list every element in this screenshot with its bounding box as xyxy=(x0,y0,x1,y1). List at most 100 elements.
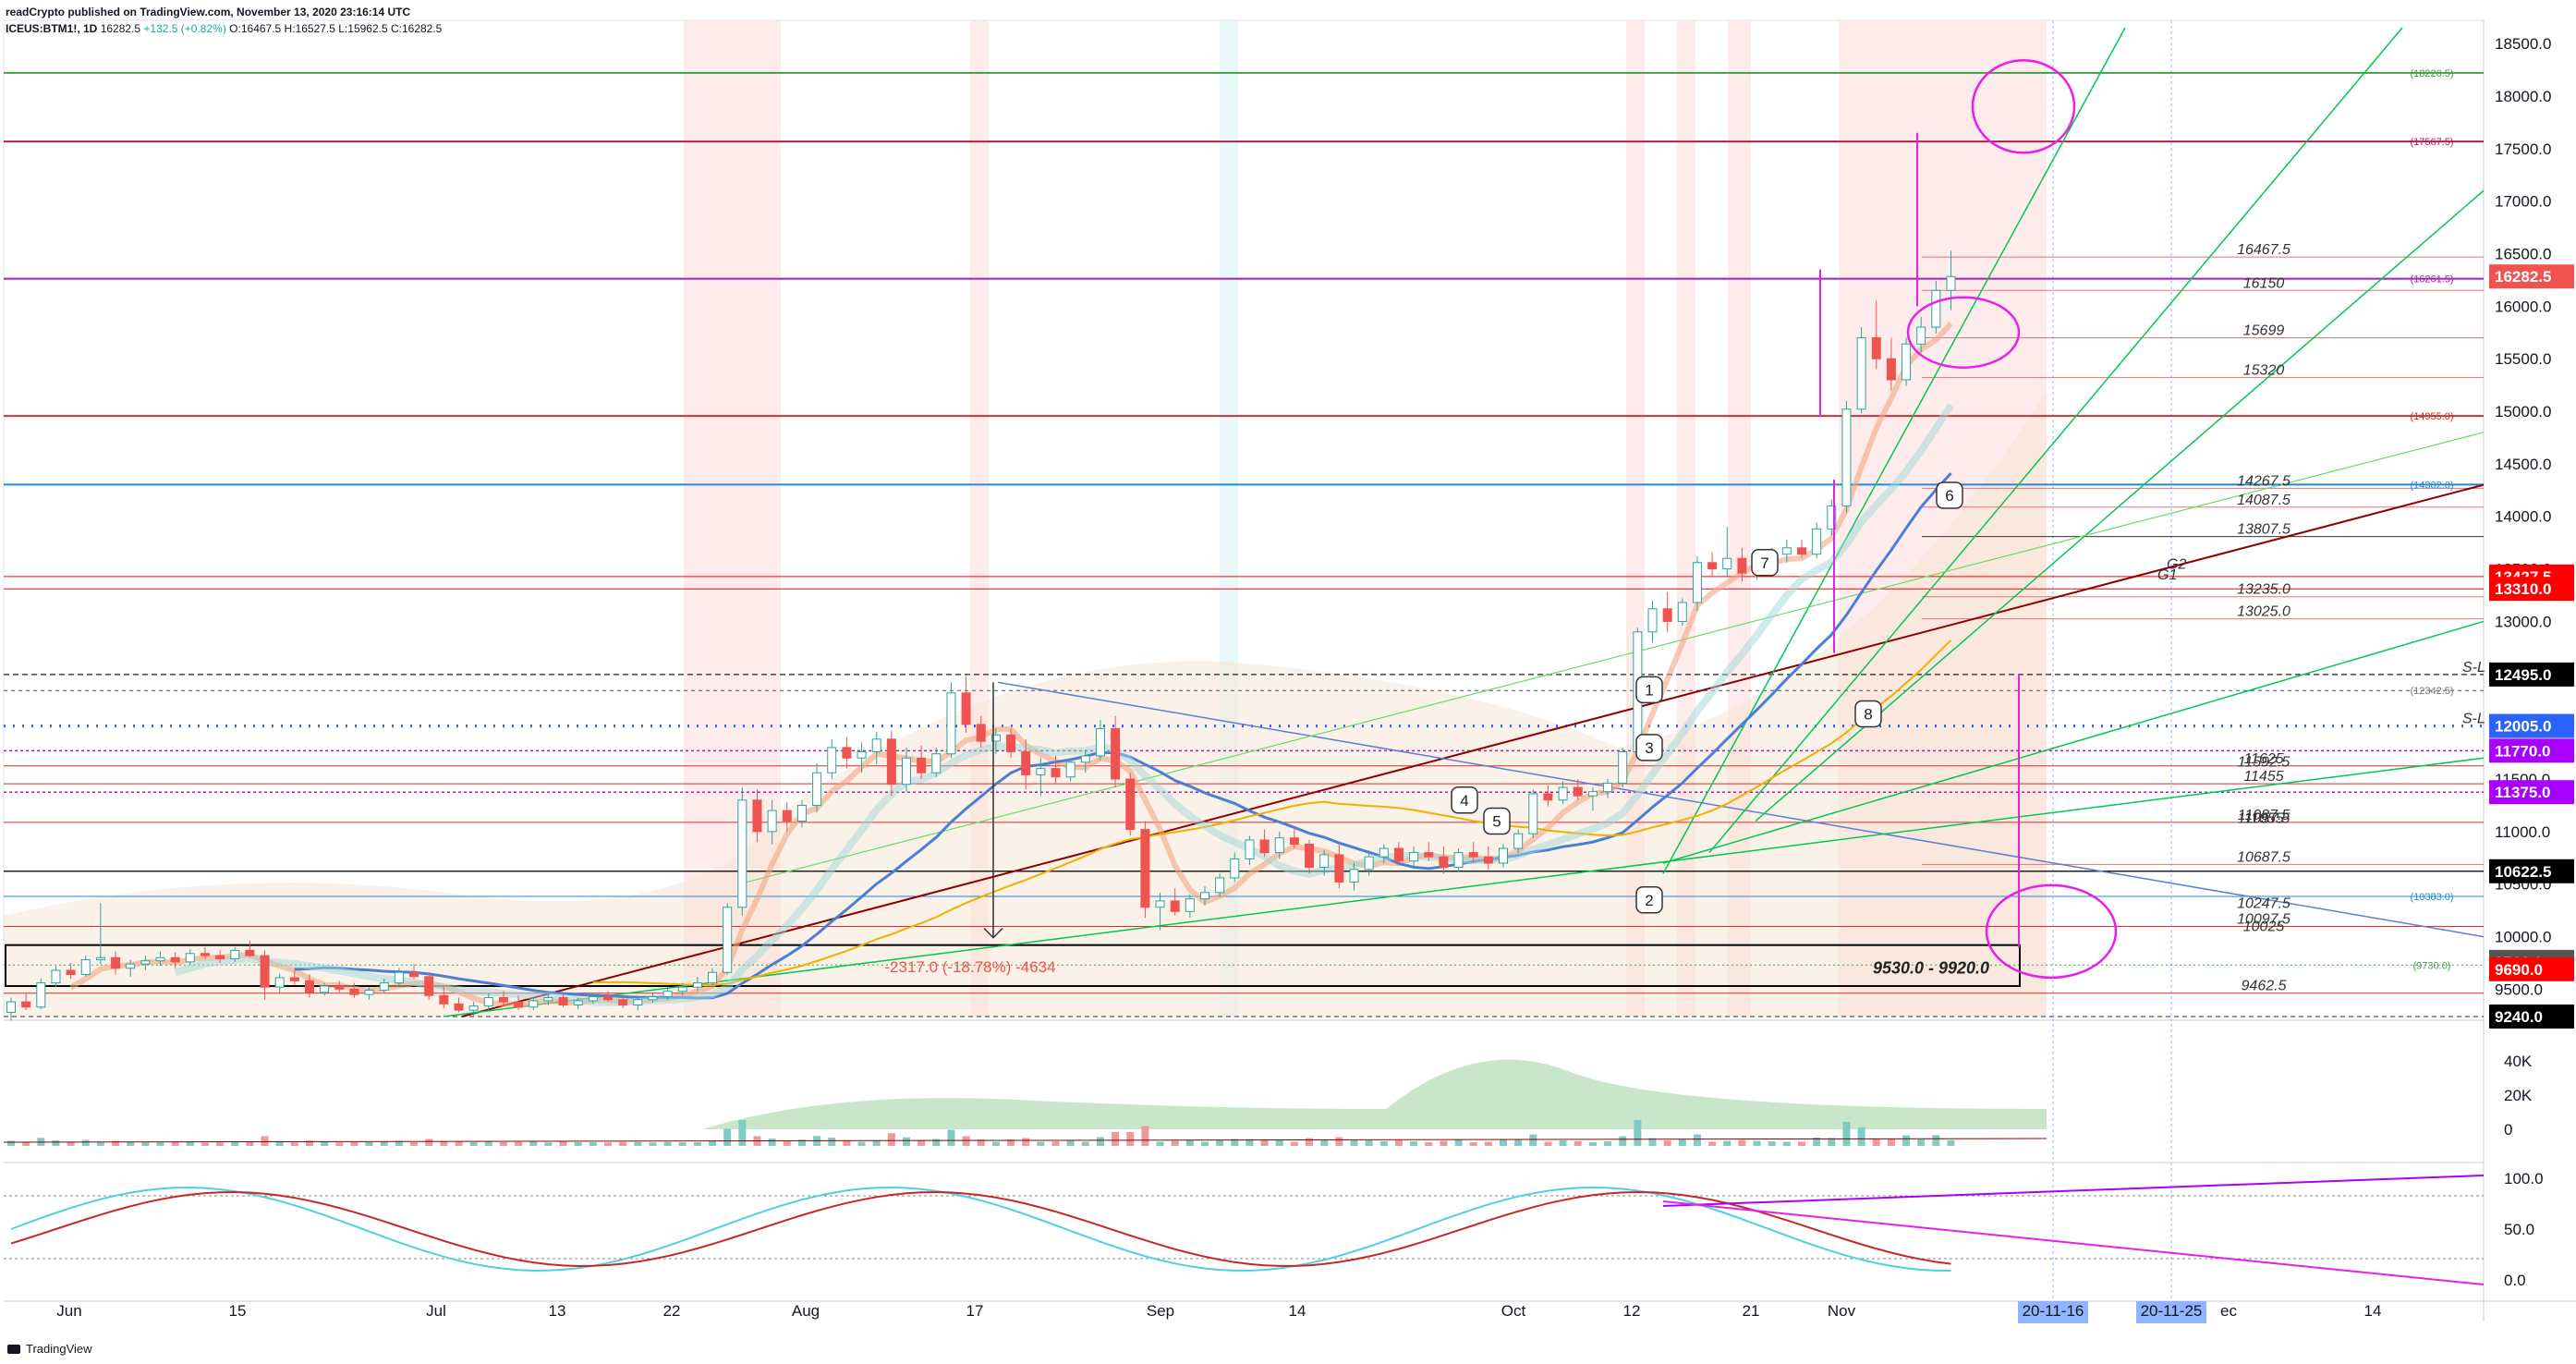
candle-body xyxy=(662,991,673,997)
price-badge-label: 12005.0 xyxy=(2495,718,2551,736)
volume-tick: 0 xyxy=(2504,1121,2512,1139)
candle-body xyxy=(1468,852,1478,858)
volume-bar xyxy=(1634,1120,1642,1146)
candle-body xyxy=(1274,837,1284,854)
price-axis[interactable]: 18500.0 18000.0 17500.0 17000.0 16500.0 16000… xyxy=(2410,35,2574,1029)
osc-line-slow xyxy=(10,1190,1951,1268)
volume-bar xyxy=(634,1141,642,1146)
volume-bar xyxy=(1245,1139,1254,1146)
volume-bar xyxy=(52,1140,60,1146)
date-tick: 13 xyxy=(549,1302,566,1320)
candle-body xyxy=(752,799,762,833)
candle-body xyxy=(245,949,255,956)
tradingview-logo: TradingView xyxy=(7,1342,92,1356)
price-badge xyxy=(2489,956,2574,981)
volume-bar xyxy=(515,1141,523,1146)
volume-bar xyxy=(22,1141,30,1146)
trendline xyxy=(443,757,2485,1017)
level-tag: (10383.0) xyxy=(2410,892,2453,903)
candle-body xyxy=(917,757,927,773)
osc-trend-up xyxy=(1662,1175,2485,1207)
candle-body xyxy=(1797,547,1806,555)
level-tag: (17567.5) xyxy=(2410,137,2453,148)
candle-body xyxy=(80,959,91,976)
volume-bar xyxy=(843,1140,851,1146)
candle-body xyxy=(1245,839,1255,859)
level-label: 11455 xyxy=(2243,769,2283,785)
volume-bar xyxy=(1887,1139,1895,1146)
candle-body xyxy=(1051,768,1061,778)
candle-body xyxy=(409,971,419,978)
volume-bar xyxy=(1096,1137,1104,1146)
volume-ma xyxy=(3,1138,2047,1143)
candle-body xyxy=(1409,852,1419,862)
chart-header: readCrypto published on TradingView.com,… xyxy=(6,4,442,37)
candle-body xyxy=(1902,343,1912,381)
level-label: 11055 xyxy=(2243,811,2283,827)
level-tag: (14302.0) xyxy=(2410,480,2453,491)
callout-label: 7 xyxy=(1760,554,1768,572)
volume-bar xyxy=(589,1142,597,1146)
price-tick: 13000.0 xyxy=(2495,613,2551,630)
candle-body xyxy=(1707,562,1718,570)
osc-trend-down xyxy=(1662,1200,2485,1285)
candle-body xyxy=(111,956,121,969)
volume-bar xyxy=(1216,1139,1224,1146)
volume-bar xyxy=(1051,1141,1060,1146)
price-tick: 15000.0 xyxy=(2495,403,2551,420)
volume-bar xyxy=(186,1141,194,1146)
volume-bar xyxy=(1126,1132,1135,1146)
candle-body xyxy=(1319,854,1330,869)
date-axis[interactable]: Jun 15 Jul 13 22 Aug 17 Sep 14 Oct 12 21 Nov 14 20-11-… xyxy=(56,1301,2381,1323)
volume-bar xyxy=(1544,1141,1552,1146)
level-label: 11625 xyxy=(2243,751,2283,767)
candle-body xyxy=(51,969,61,984)
volume-bar xyxy=(67,1142,75,1146)
candle-body xyxy=(320,985,330,993)
volume-bar xyxy=(321,1141,329,1146)
candlesticks xyxy=(6,250,1956,1021)
candle-body xyxy=(633,999,643,1005)
volume-bar xyxy=(1484,1141,1492,1146)
price-tick: 18500.0 xyxy=(2495,35,2551,53)
cloud-area xyxy=(4,390,2047,1017)
volume-bar xyxy=(1932,1135,1940,1146)
volume-bar xyxy=(1604,1141,1612,1146)
candle-body xyxy=(1006,734,1016,752)
candle-body xyxy=(468,1005,479,1011)
candle-body xyxy=(1230,858,1240,879)
candle-body xyxy=(1379,847,1389,858)
candle-body xyxy=(946,692,956,755)
volume-bar xyxy=(1678,1139,1686,1146)
level-label: 13807.5 xyxy=(2237,522,2290,538)
volume-bar xyxy=(828,1138,836,1146)
candle-body xyxy=(618,999,628,1005)
date-highlight-label: 20-11-25 xyxy=(2141,1302,2203,1320)
candle-body xyxy=(976,724,986,742)
level-label: 11057.5 xyxy=(2238,810,2290,826)
candle-body xyxy=(66,969,76,976)
magenta-circle xyxy=(1985,883,2118,980)
magenta-circle xyxy=(1906,296,2021,370)
candle-body xyxy=(1886,358,1896,381)
candle-body xyxy=(1289,837,1299,846)
volume-bar xyxy=(872,1140,881,1146)
candle-body xyxy=(170,956,180,963)
date-highlight-label: 20-11-16 xyxy=(2023,1302,2084,1320)
level-label: 15320 xyxy=(2243,363,2285,379)
date-tick: 17 xyxy=(966,1302,984,1320)
volume-bar xyxy=(171,1142,179,1146)
candle-body xyxy=(1841,408,1852,506)
callout-box xyxy=(1635,676,1663,704)
price-badge-label: 9690.0 xyxy=(2495,961,2543,979)
volume-bar xyxy=(783,1140,791,1146)
callout-label: 2 xyxy=(1645,892,1653,909)
level-label: 14087.5 xyxy=(2237,493,2290,508)
price-badge-label: 10622.5 xyxy=(2495,863,2551,881)
trendline xyxy=(738,432,2485,885)
callout-label: 1 xyxy=(1645,681,1653,699)
symbol-label[interactable]: ICEUS:BTM1!, 1D xyxy=(6,22,98,35)
level-label: 11592.5 xyxy=(2238,755,2290,771)
date-tick: Jul xyxy=(426,1302,446,1320)
